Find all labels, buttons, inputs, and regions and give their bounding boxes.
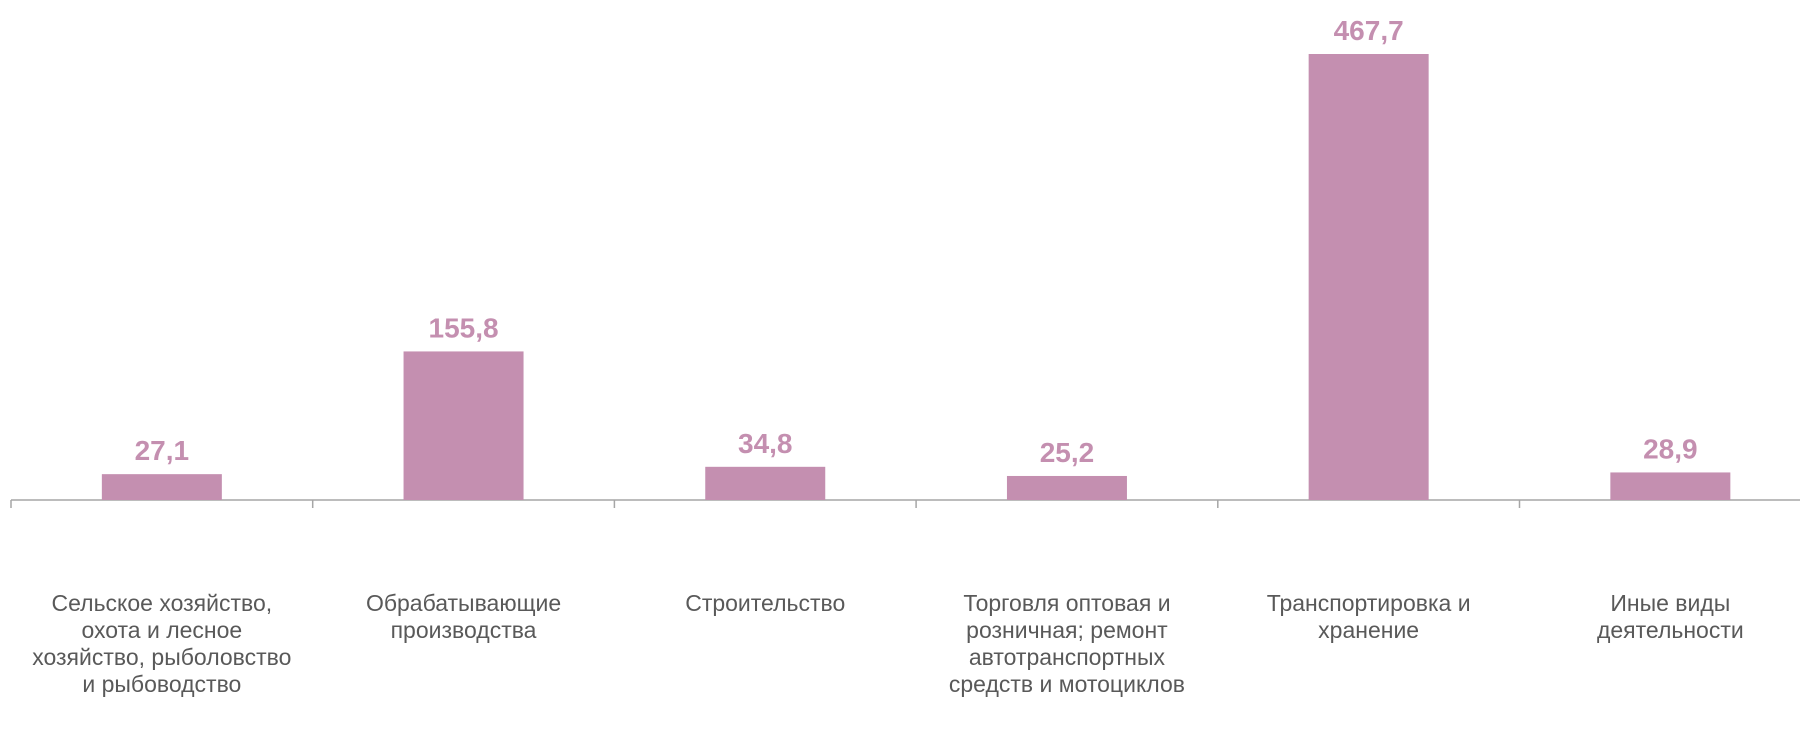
data-label: 155,8: [429, 312, 499, 343]
bar: [1006, 475, 1127, 500]
x-tick-label: Обрабатывающие производства: [365, 590, 562, 644]
data-label: 28,9: [1643, 433, 1698, 464]
data-label: 25,2: [1040, 437, 1095, 468]
x-tick-label: Транспортировка и хранение: [1266, 590, 1471, 644]
bar: [101, 474, 222, 500]
bar: [1610, 472, 1731, 500]
bar: [705, 466, 826, 500]
x-tick-label: Торговля оптовая и розничная; ремонт авт…: [948, 590, 1185, 698]
data-label: 34,8: [738, 428, 793, 459]
x-tick-label: Иные виды деятельности: [1596, 590, 1744, 644]
data-label: 27,1: [135, 435, 190, 466]
bar: [403, 351, 524, 500]
x-tick-label: Сельское хозяйство, охота и лесное хозяй…: [32, 590, 292, 698]
bar: [1308, 54, 1429, 500]
data-label: 467,7: [1334, 15, 1404, 46]
x-tick-label: Строительство: [685, 590, 846, 616]
